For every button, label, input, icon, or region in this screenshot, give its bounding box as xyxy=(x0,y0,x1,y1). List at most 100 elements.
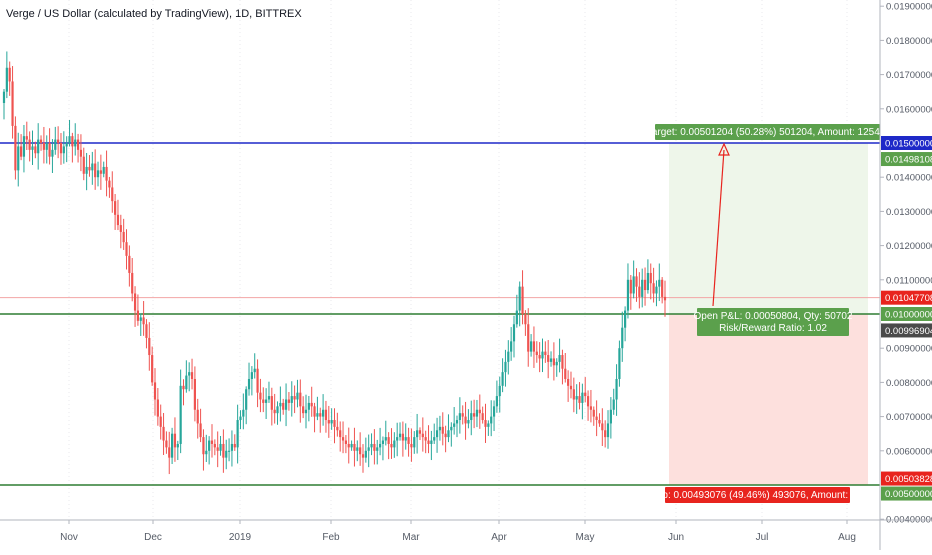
candle-body xyxy=(76,139,80,150)
candle-body xyxy=(512,324,516,342)
candle-body xyxy=(42,143,45,150)
candle-body xyxy=(225,450,228,458)
price-label-entry-dark xyxy=(881,323,932,338)
candle-body xyxy=(393,440,396,448)
candle-body xyxy=(57,139,60,143)
candle-body xyxy=(299,392,302,407)
candle-body xyxy=(105,166,108,181)
candle-body xyxy=(322,409,325,417)
candle-body xyxy=(310,402,313,407)
candle-body xyxy=(649,272,652,284)
candle-body xyxy=(433,437,436,441)
candle-body xyxy=(111,187,114,202)
candle-body xyxy=(19,146,23,157)
candle-body xyxy=(458,413,461,421)
candle-body xyxy=(245,389,248,410)
candle-body xyxy=(635,276,638,287)
price-label-target-text: 0.01500000 xyxy=(885,139,932,150)
candle-body xyxy=(535,351,538,356)
candle-body xyxy=(59,143,63,154)
candle-body xyxy=(444,433,447,438)
candle-body xyxy=(492,406,496,417)
candle-body xyxy=(450,426,453,431)
candle-body xyxy=(247,378,251,390)
pnl-annotation-text: Open P&L: 0.00050804, Qty: 50702 xyxy=(693,311,852,322)
candle-body xyxy=(159,416,162,427)
candle-body xyxy=(618,348,621,379)
price-tick-label: 0.00700000 xyxy=(886,412,932,423)
candle-body xyxy=(71,136,74,147)
candle-body xyxy=(114,201,117,215)
candle-body xyxy=(629,279,632,294)
candle-body xyxy=(11,81,14,126)
candle-body xyxy=(148,337,151,356)
candle-body xyxy=(638,286,641,297)
candle-body xyxy=(136,310,140,321)
candle-body xyxy=(589,406,593,410)
profit-zone xyxy=(669,143,868,314)
candle-body xyxy=(236,420,239,448)
candle-body xyxy=(54,139,57,150)
candle-body xyxy=(196,409,199,424)
candle-body xyxy=(296,392,299,400)
candle-body xyxy=(347,443,350,448)
candle-body xyxy=(304,409,308,414)
price-tick-label: 0.01700000 xyxy=(886,70,932,81)
candle-body xyxy=(282,402,285,410)
candle-body xyxy=(279,402,282,407)
candle-body xyxy=(356,447,359,451)
candle-body xyxy=(96,170,100,178)
candle-body xyxy=(515,310,518,325)
candle-body xyxy=(501,372,504,386)
candle-body xyxy=(529,341,533,352)
candle-body xyxy=(151,355,154,383)
candle-body xyxy=(359,447,362,455)
candle-body xyxy=(373,443,376,451)
candle-body xyxy=(25,136,28,140)
candle-body xyxy=(564,368,567,379)
candle-body xyxy=(541,351,544,359)
candle-body xyxy=(284,399,288,410)
loss-zone xyxy=(669,314,868,485)
candle-body xyxy=(601,423,604,431)
candle-body xyxy=(145,324,148,338)
candle-body xyxy=(558,355,561,362)
candle-body xyxy=(350,443,353,448)
price-tick-label: 0.01300000 xyxy=(886,207,932,218)
candle-body xyxy=(165,440,168,448)
candle-body xyxy=(170,433,174,458)
candle-body xyxy=(507,351,510,362)
candle-body xyxy=(416,430,419,438)
candle-body xyxy=(569,385,573,390)
candle-body xyxy=(475,409,479,417)
candle-body xyxy=(250,372,253,379)
candle-body xyxy=(410,443,413,448)
candle-body xyxy=(102,166,105,174)
candle-body xyxy=(168,447,171,458)
target-arrow xyxy=(712,149,725,307)
candle-body xyxy=(313,406,316,417)
candle-body xyxy=(162,426,165,441)
candle-body xyxy=(438,426,442,431)
candle-body xyxy=(464,416,467,424)
candle-body xyxy=(267,396,271,400)
candle-body xyxy=(39,139,43,143)
candle-body xyxy=(327,420,330,424)
candle-body xyxy=(421,433,424,438)
candle-body xyxy=(592,409,595,417)
time-tick-label: Mar xyxy=(402,532,420,543)
price-label-target xyxy=(881,136,932,150)
candle-body xyxy=(387,437,390,444)
time-tick-label: Feb xyxy=(322,532,340,543)
candle-body xyxy=(430,440,433,444)
candle-body xyxy=(481,413,484,421)
candle-body xyxy=(606,423,610,438)
candle-body xyxy=(319,413,322,417)
candle-body xyxy=(467,420,470,424)
candle-body xyxy=(524,314,527,325)
time-tick-label: May xyxy=(576,532,595,543)
candle-body xyxy=(74,139,77,147)
candle-body xyxy=(478,409,481,414)
